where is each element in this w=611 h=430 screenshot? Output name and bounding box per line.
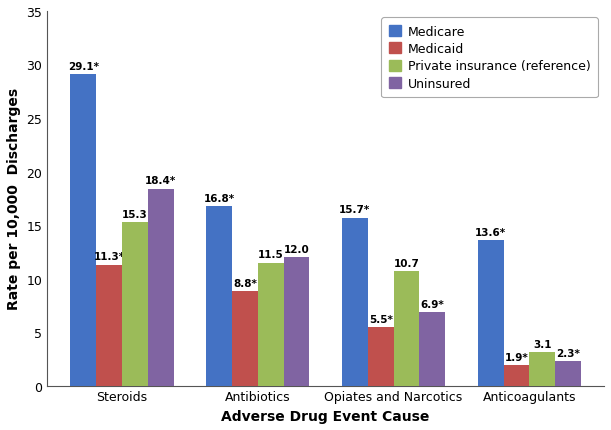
Bar: [122, 222, 148, 386]
Bar: [368, 327, 393, 386]
Legend: Medicare, Medicaid, Private insurance (reference), Uninsured: Medicare, Medicaid, Private insurance (r…: [381, 18, 598, 98]
Text: 18.4*: 18.4*: [145, 176, 176, 186]
Bar: [478, 240, 503, 386]
Text: 1.9*: 1.9*: [505, 352, 529, 362]
Bar: [342, 218, 368, 386]
Text: 11.5: 11.5: [258, 250, 284, 260]
Bar: [529, 353, 555, 386]
X-axis label: Adverse Drug Event Cause: Adverse Drug Event Cause: [221, 409, 430, 423]
Text: 13.6*: 13.6*: [475, 227, 507, 237]
Text: 29.1*: 29.1*: [68, 62, 99, 72]
Text: 10.7: 10.7: [393, 258, 419, 268]
Text: 5.5*: 5.5*: [368, 314, 393, 324]
Text: 15.3: 15.3: [122, 209, 148, 219]
Text: 12.0: 12.0: [284, 244, 309, 255]
Y-axis label: Rate per 10,000  Discharges: Rate per 10,000 Discharges: [7, 88, 21, 310]
Bar: [419, 312, 445, 386]
Bar: [258, 263, 284, 386]
Text: 16.8*: 16.8*: [203, 193, 235, 203]
Bar: [555, 361, 581, 386]
Bar: [232, 292, 258, 386]
Text: 2.3*: 2.3*: [556, 348, 580, 358]
Text: 3.1: 3.1: [533, 339, 552, 350]
Text: 8.8*: 8.8*: [233, 279, 257, 289]
Text: 11.3*: 11.3*: [93, 252, 125, 262]
Bar: [393, 271, 419, 386]
Bar: [284, 258, 309, 386]
Bar: [503, 366, 529, 386]
Bar: [96, 265, 122, 386]
Text: 15.7*: 15.7*: [339, 205, 370, 215]
Bar: [206, 206, 232, 386]
Bar: [148, 189, 174, 386]
Text: 6.9*: 6.9*: [420, 299, 444, 309]
Bar: [70, 75, 96, 386]
